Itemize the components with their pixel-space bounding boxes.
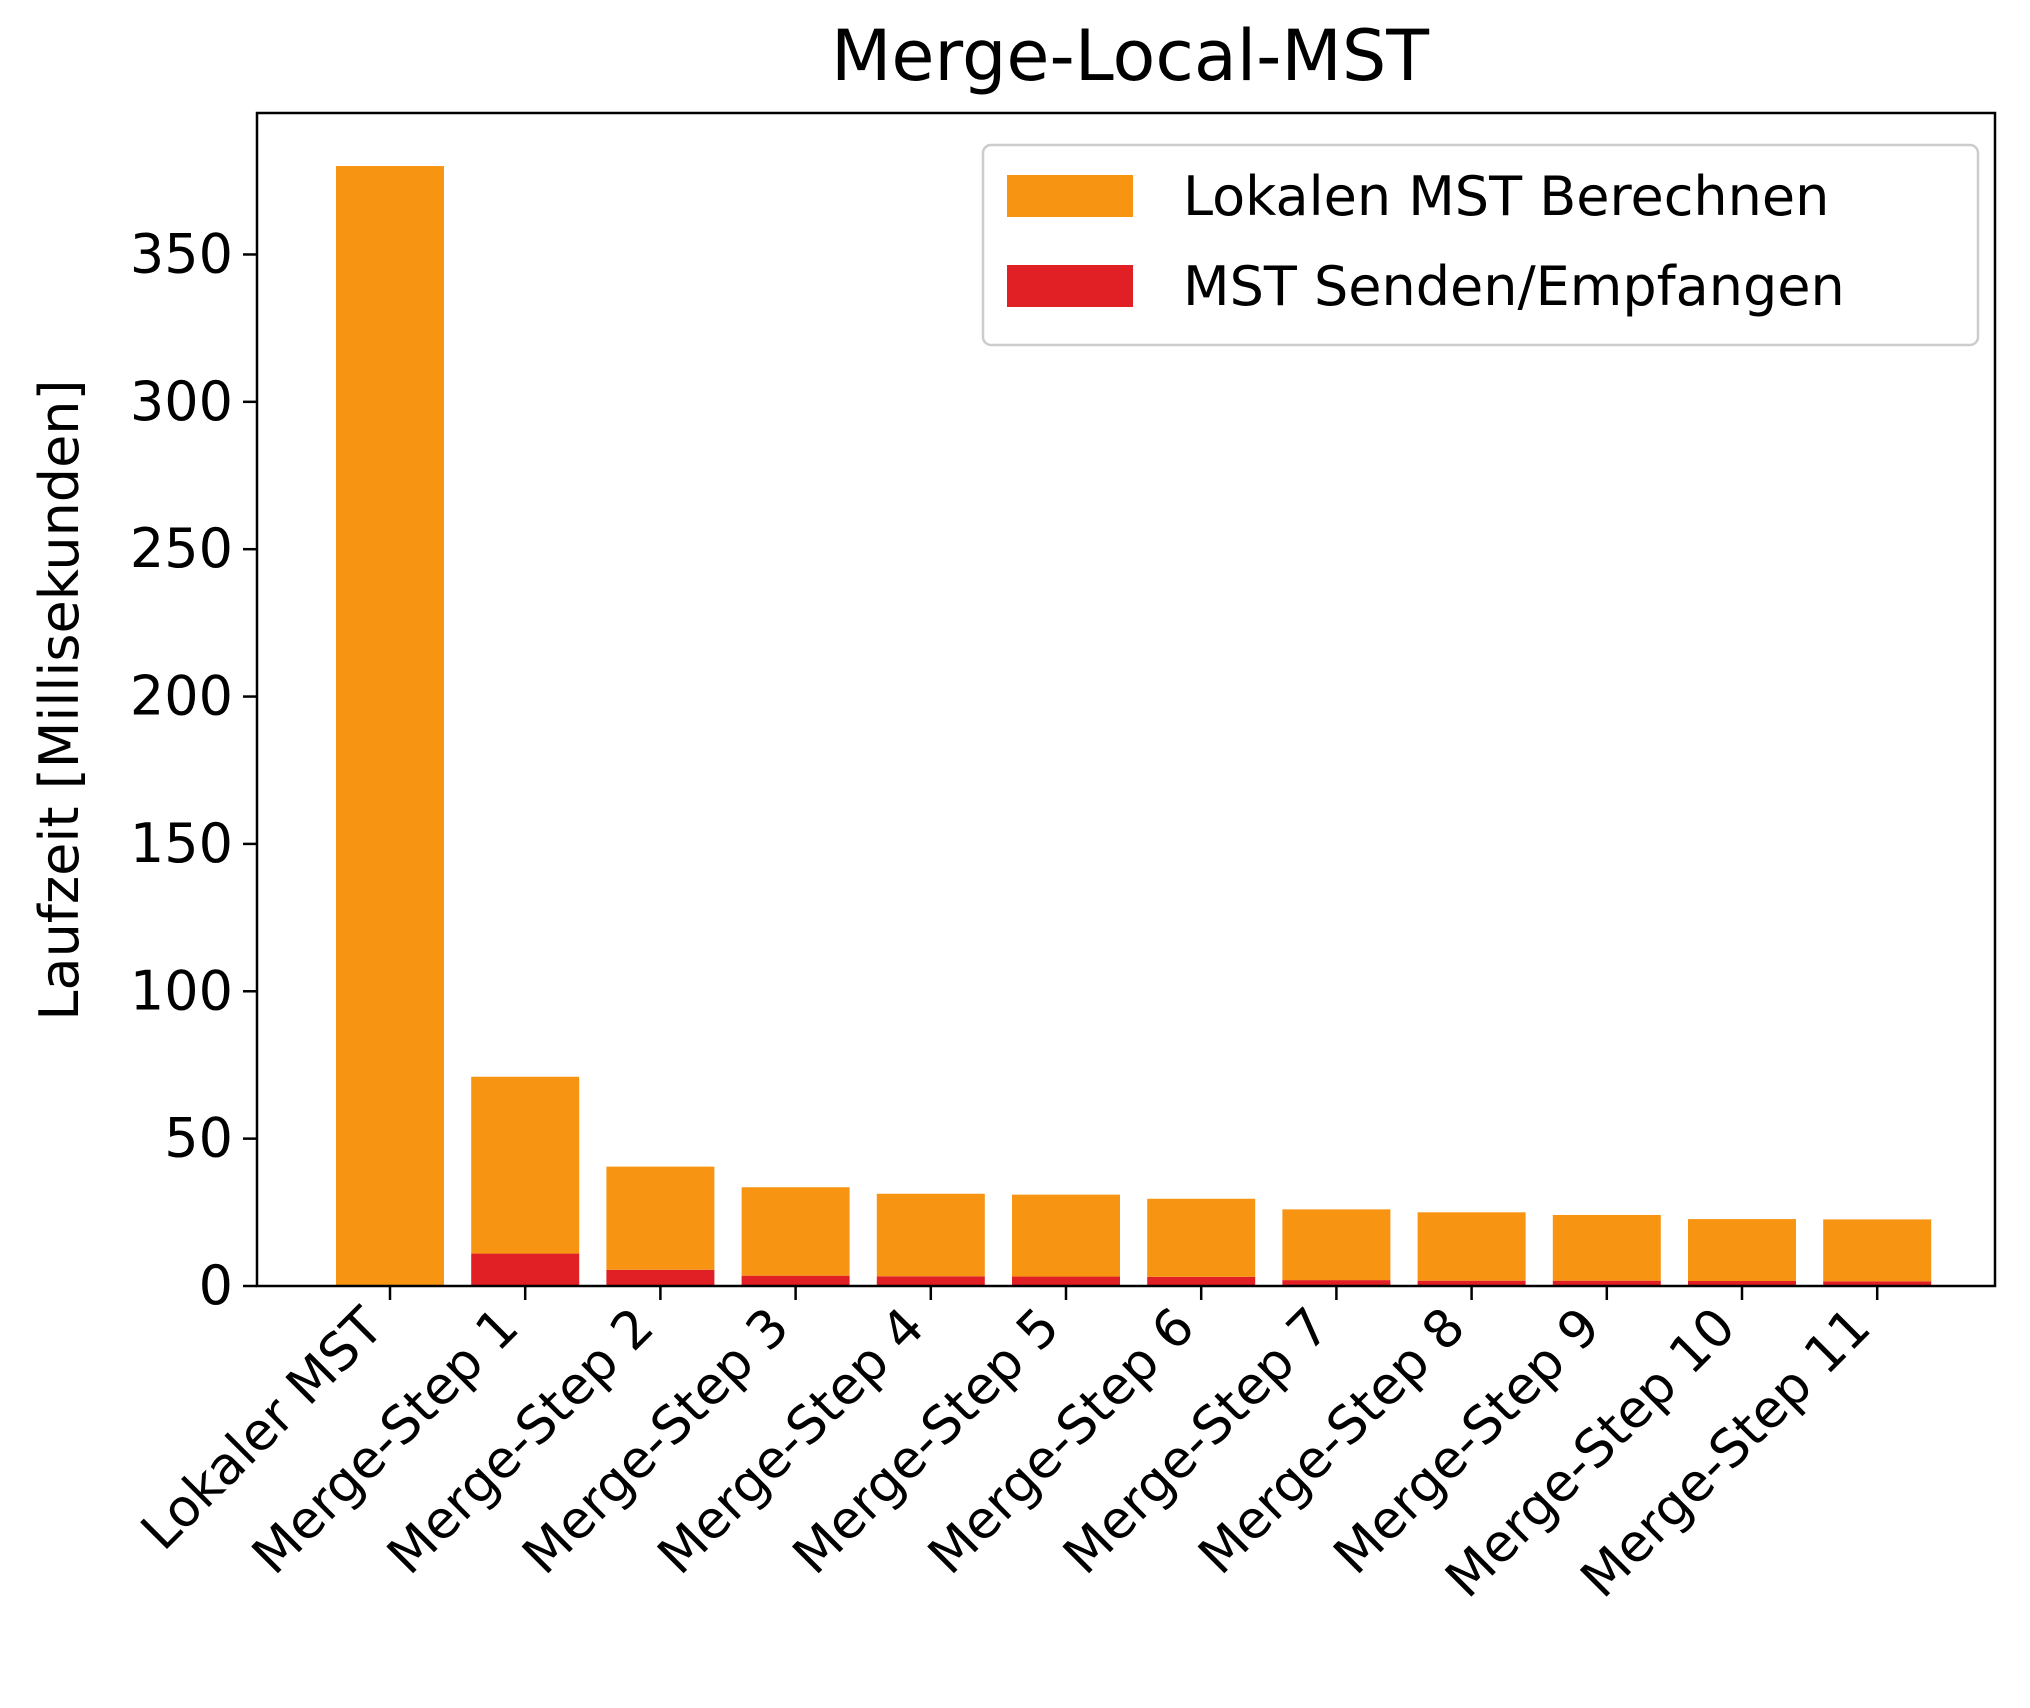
bar-send-receive-7: [1282, 1280, 1391, 1286]
bar-send-receive-1: [471, 1253, 580, 1286]
y-axis-label: Laufzeit [Millisekunden]: [28, 379, 91, 1020]
bar-compute-7: [1282, 1209, 1391, 1281]
bar-send-receive-2: [606, 1269, 715, 1286]
bar-send-receive-6: [1147, 1276, 1256, 1286]
bar-send-receive-5: [1012, 1276, 1120, 1286]
y-tick-label: 300: [130, 370, 233, 433]
bar-compute-6: [1147, 1198, 1256, 1277]
bar-compute-2: [606, 1166, 715, 1270]
legend-label: Lokalen MST Berechnen: [1183, 165, 1829, 228]
legend-swatch: [1007, 175, 1133, 217]
bar-send-receive-8: [1417, 1280, 1526, 1286]
bar-compute-3: [741, 1187, 850, 1276]
y-tick-label: 100: [130, 959, 233, 1022]
bar-compute-11: [1823, 1219, 1932, 1282]
y-tick-label: 50: [164, 1107, 233, 1170]
bar-send-receive-11: [1823, 1281, 1932, 1286]
y-tick-label: 350: [130, 222, 233, 285]
bar-send-receive-3: [741, 1275, 850, 1286]
bar-send-receive-10: [1688, 1280, 1796, 1286]
legend-swatch: [1007, 265, 1133, 307]
y-axis: 0 50 100 150 200 250 300 350: [130, 222, 257, 1317]
bar-send-receive-9: [1552, 1280, 1661, 1286]
bar-compute-0: [336, 166, 444, 1286]
plot-area: [336, 166, 1932, 1286]
bar-compute-4: [876, 1193, 985, 1277]
bar-send-receive-4: [876, 1276, 985, 1286]
legend-box: [981, 143, 1980, 347]
legend-label: MST Senden/Empfangen: [1183, 255, 1845, 318]
bar-compute-9: [1552, 1214, 1661, 1281]
chart-title: Merge-Local-MST: [831, 15, 1429, 97]
legend: Lokalen MST Berechnen MST Senden/Empfange…: [981, 143, 1980, 347]
bar-compute-10: [1688, 1219, 1796, 1281]
bar-compute-8: [1417, 1212, 1526, 1281]
bar-compute-5: [1012, 1194, 1120, 1277]
y-tick-label: 150: [130, 812, 233, 875]
y-tick-label: 250: [130, 517, 233, 580]
y-tick-label: 200: [130, 665, 233, 728]
y-tick-label: 0: [199, 1254, 233, 1317]
plot-frame: [255, 111, 1997, 1288]
bar-compute-1: [471, 1076, 580, 1254]
